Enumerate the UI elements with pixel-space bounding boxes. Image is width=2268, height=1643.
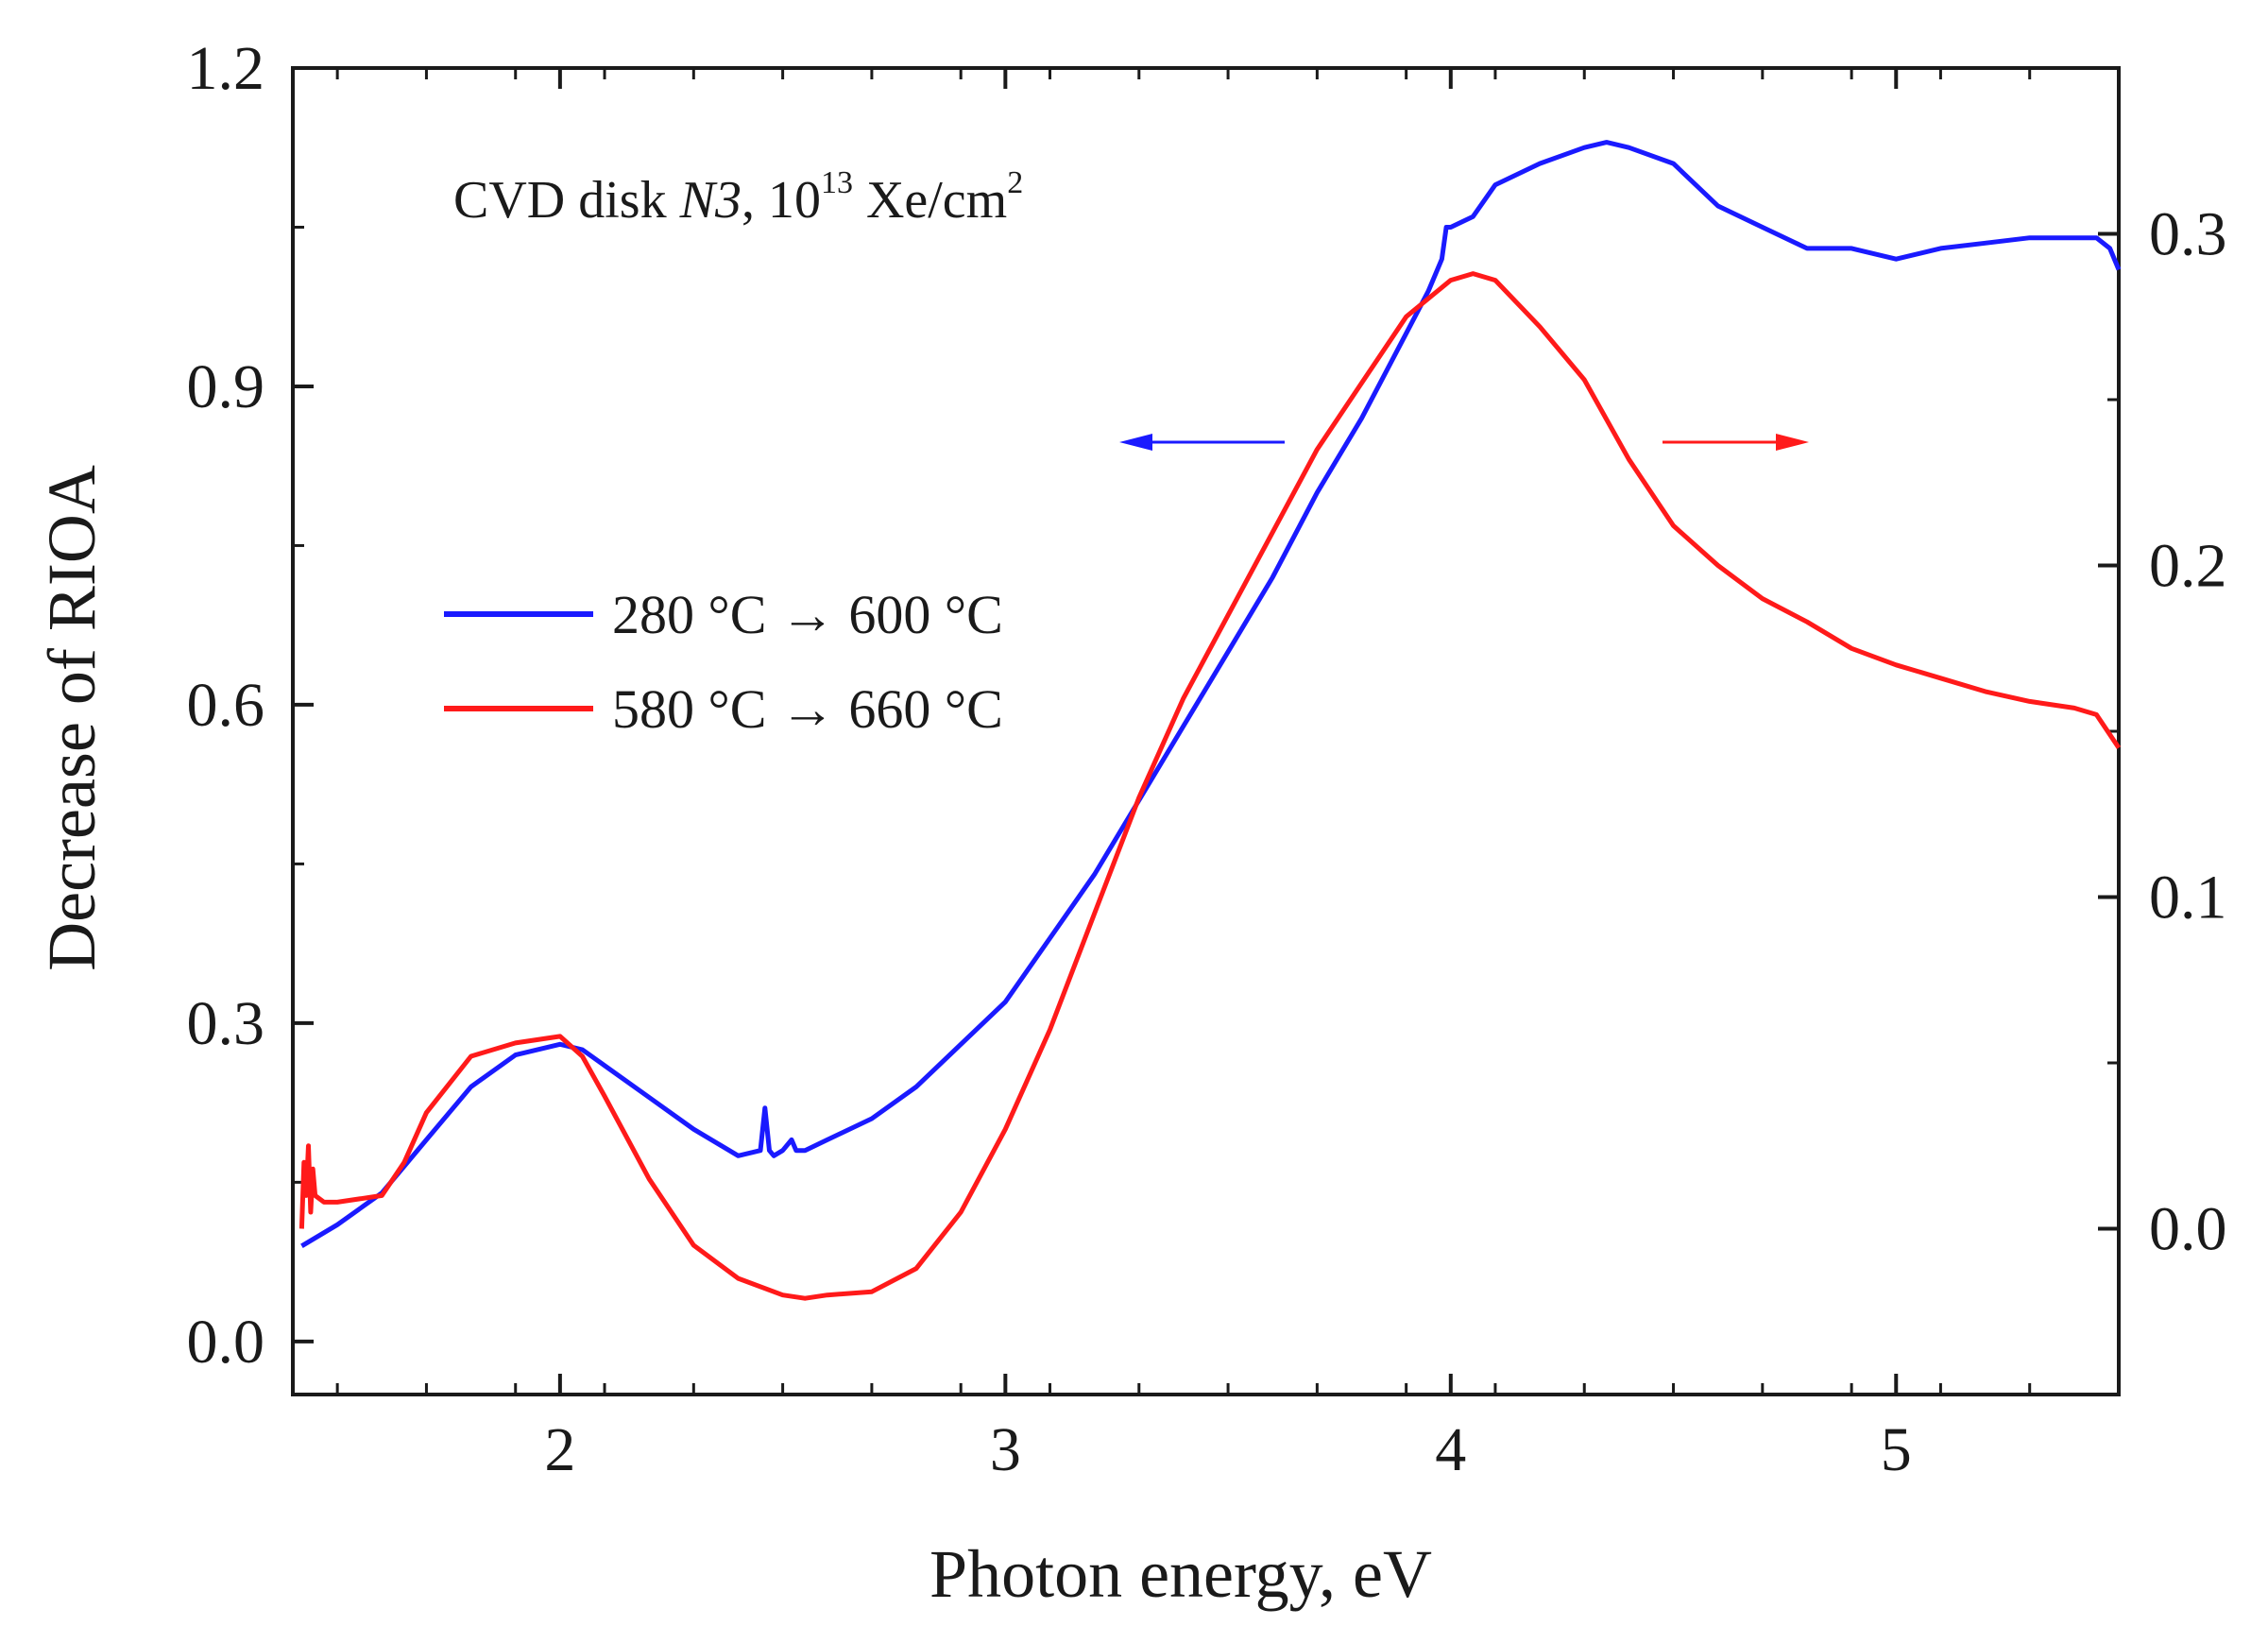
series-layer: [298, 140, 2122, 1301]
legend-label-red: 580 °C → 660 °C: [612, 678, 1003, 740]
y-right-tick-label: 0.2: [2149, 532, 2227, 601]
x-axis-title: Photon energy, eV: [929, 1536, 1432, 1612]
x-tick-label: 5: [1881, 1415, 1912, 1484]
tick-labels: 2 3 4 5 0.0 0.3 0.6 0.9 1.2 0.0 0.1 0.2 0.3: [187, 34, 2227, 1484]
axis-ticks: [293, 66, 2121, 1395]
y-left-tick-label: 1.2: [187, 34, 265, 103]
series-line-red: [298, 271, 2122, 1301]
y-left-tick-label: 0.3: [187, 989, 265, 1058]
y-right-tick-label: 0.3: [2149, 200, 2227, 269]
plot-frame: [291, 66, 2121, 1396]
y-right-tick-label: 0.1: [2149, 864, 2227, 933]
plot-border: [291, 66, 2121, 1396]
y-left-tick-label: 0.0: [187, 1308, 265, 1377]
chart-annotation: CVD disk N3, 1013 Xe/cm2: [453, 165, 1023, 230]
legend-label-blue: 280 °C → 600 °C: [612, 584, 1003, 645]
x-tick-label: 2: [544, 1415, 575, 1484]
legend: 280 °C → 600 °C 580 °C → 660 °C: [444, 584, 1003, 740]
right-axis-arrow-head: [1776, 434, 1809, 451]
axis-arrows: [1119, 434, 1809, 451]
x-tick-label: 4: [1435, 1415, 1466, 1484]
left-axis-arrow-head: [1119, 434, 1152, 451]
series-line-blue: [300, 140, 2122, 1248]
y-axis-title: Decrease of RIOA: [34, 465, 110, 971]
x-tick-label: 3: [990, 1415, 1021, 1484]
y-right-tick-label: 0.0: [2149, 1195, 2227, 1264]
y-left-tick-label: 0.6: [187, 671, 265, 740]
y-left-tick-label: 0.9: [187, 352, 265, 421]
